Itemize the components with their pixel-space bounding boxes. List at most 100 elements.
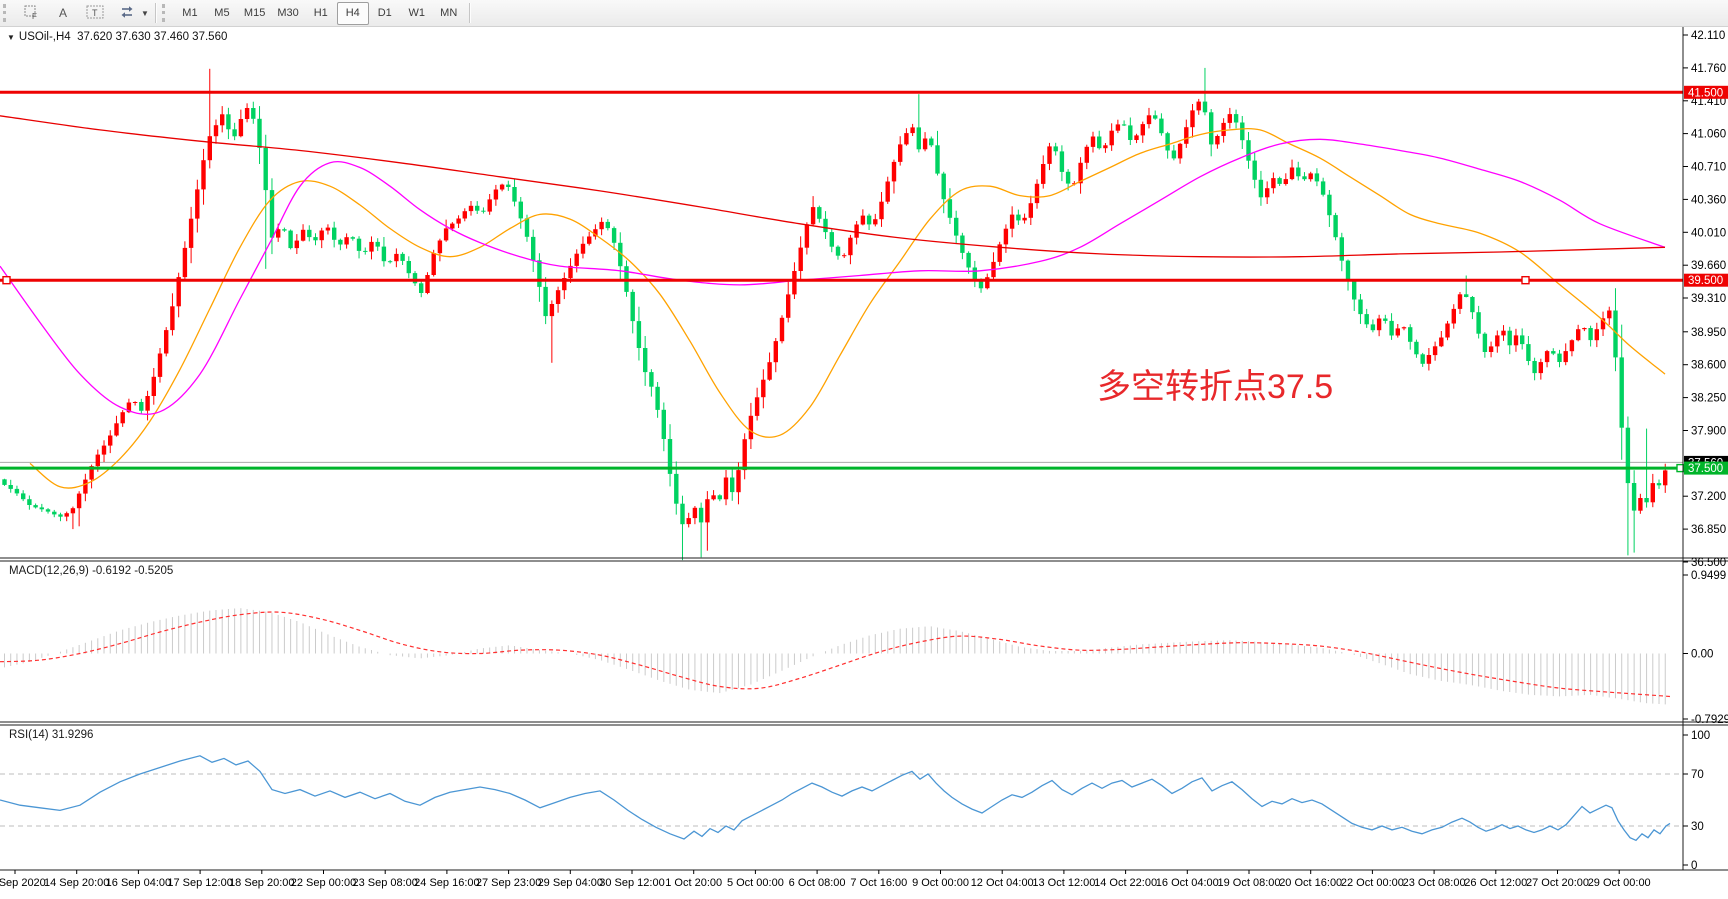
- toolbar-separator: [154, 3, 157, 23]
- chevron-down-icon[interactable]: ▼: [141, 8, 149, 18]
- price-tag-39500: 39.500: [1684, 273, 1728, 287]
- template-icon: F: [23, 4, 39, 23]
- svg-text:23 Oct 08:00: 23 Oct 08:00: [1403, 877, 1466, 889]
- chart-canvas[interactable]: 42.11041.76041.41041.06040.71040.36040.0…: [0, 27, 1728, 894]
- timeframe-h1-button[interactable]: H1: [313, 7, 328, 19]
- svg-text:36.500: 36.500: [1691, 557, 1726, 569]
- svg-text:5 Oct 00:00: 5 Oct 00:00: [727, 877, 784, 889]
- svg-text:37.500: 37.500: [1688, 463, 1723, 475]
- svg-text:39.310: 39.310: [1691, 293, 1726, 305]
- chart-area[interactable]: ▼ USOil-,H4 37.620 37.630 37.460 37.560 M…: [0, 27, 1728, 894]
- rsi-indicator-label: RSI(14) 31.9296: [9, 729, 94, 741]
- svg-text:24 Sep 16:00: 24 Sep 16:00: [414, 877, 479, 889]
- symbol-ohlc-values: 37.620 37.630 37.460 37.560: [77, 31, 228, 43]
- label-tool-button[interactable]: T: [79, 2, 111, 25]
- ma-slow-line: [0, 115, 1666, 258]
- svg-text:40.710: 40.710: [1691, 162, 1726, 174]
- svg-text:30 Sep 12:00: 30 Sep 12:00: [599, 877, 664, 889]
- svg-text:41.060: 41.060: [1691, 129, 1726, 141]
- svg-text:27 Oct 20:00: 27 Oct 20:00: [1526, 877, 1589, 889]
- svg-text:100: 100: [1691, 730, 1710, 742]
- timeframe-m1-button[interactable]: M1: [182, 7, 198, 19]
- macd-signal-line: [0, 611, 1671, 698]
- macd-pane: [0, 608, 1671, 705]
- timeframe-mn-button[interactable]: MN: [440, 7, 458, 19]
- svg-text:26 Oct 12:00: 26 Oct 12:00: [1464, 877, 1527, 889]
- symbol-name: USOil-,H4: [18, 31, 71, 43]
- timeframe-d1-button[interactable]: D1: [377, 7, 392, 19]
- template-button[interactable]: F: [15, 2, 47, 25]
- svg-text:41.760: 41.760: [1691, 63, 1726, 75]
- price-tag-37500: 37.500: [1684, 461, 1728, 475]
- swap-arrows-icon: [118, 4, 136, 23]
- svg-text:38.250: 38.250: [1691, 393, 1726, 405]
- collapse-triangle-icon[interactable]: ▼: [7, 33, 15, 42]
- svg-text:23 Sep 08:00: 23 Sep 08:00: [352, 877, 417, 889]
- svg-text:36.850: 36.850: [1691, 524, 1726, 536]
- price-tag-41500: 41.500: [1684, 85, 1728, 99]
- svg-text:14 Oct 22:00: 14 Oct 22:00: [1094, 877, 1157, 889]
- timeframe-h4-button[interactable]: H4: [336, 1, 369, 25]
- svg-text:38.600: 38.600: [1691, 360, 1726, 372]
- svg-text:7 Oct 16:00: 7 Oct 16:00: [850, 877, 907, 889]
- svg-text:37.900: 37.900: [1691, 426, 1726, 438]
- svg-text:29 Oct 00:00: 29 Oct 00:00: [1588, 877, 1651, 889]
- ma-fast-line: [29, 127, 1666, 489]
- svg-text:41.500: 41.500: [1688, 87, 1723, 99]
- svg-text:16 Sep 04:00: 16 Sep 04:00: [106, 877, 171, 889]
- svg-text:6 Oct 08:00: 6 Oct 08:00: [789, 877, 846, 889]
- pane-borders: [0, 27, 1728, 871]
- line-handle-marker: [2, 275, 11, 285]
- svg-text:14 Sep 20:00: 14 Sep 20:00: [44, 877, 109, 889]
- text-tool-button[interactable]: A: [47, 2, 79, 25]
- svg-text:20 Oct 16:00: 20 Oct 16:00: [1279, 877, 1342, 889]
- svg-text:11 Sep 2020: 11 Sep 2020: [0, 877, 46, 889]
- svg-text:40.360: 40.360: [1691, 194, 1726, 206]
- label-tool-icon: T: [85, 4, 105, 23]
- chart-text-annotation[interactable]: 多空转折点37.5: [1097, 368, 1334, 406]
- svg-text:37.200: 37.200: [1691, 491, 1726, 503]
- svg-text:40.010: 40.010: [1691, 227, 1726, 239]
- svg-text:17 Sep 12:00: 17 Sep 12:00: [167, 877, 232, 889]
- svg-text:42.110: 42.110: [1691, 30, 1725, 42]
- toolbar-drag-handle-2[interactable]: [161, 4, 170, 22]
- svg-text:0.00: 0.00: [1691, 649, 1713, 661]
- timeframe-w1-button[interactable]: W1: [408, 7, 425, 19]
- rsi-pane: [0, 755, 1683, 842]
- line-handle-marker: [1521, 275, 1530, 285]
- candlestick-series: [2, 67, 1668, 561]
- text-tool-icon: A: [58, 6, 67, 20]
- arrange-button[interactable]: [111, 2, 143, 25]
- timeframe-m5-button[interactable]: M5: [214, 7, 230, 19]
- price-axis: 42.11041.76041.41041.06040.71040.36040.0…: [1683, 30, 1728, 872]
- svg-text:19 Oct 08:00: 19 Oct 08:00: [1218, 877, 1281, 889]
- rsi-line: [0, 755, 1671, 842]
- timeframe-m15-button[interactable]: M15: [243, 7, 266, 19]
- svg-text:12 Oct 04:00: 12 Oct 04:00: [971, 877, 1034, 889]
- svg-text:39.500: 39.500: [1688, 275, 1723, 287]
- svg-text:30: 30: [1691, 821, 1704, 833]
- symbol-info-line[interactable]: ▼ USOil-,H4 37.620 37.630 37.460 37.560: [7, 31, 227, 43]
- svg-text:70: 70: [1691, 769, 1704, 781]
- label-icon-letter: T: [92, 8, 98, 18]
- horizontal-line-39.500[interactable]: [0, 275, 1683, 285]
- svg-text:39.660: 39.660: [1691, 260, 1726, 272]
- timeframe-m30-button[interactable]: M30: [277, 7, 299, 19]
- ma-mid-line: [0, 138, 1666, 415]
- svg-text:27 Sep 23:00: 27 Sep 23:00: [476, 877, 541, 889]
- svg-text:18 Sep 20:00: 18 Sep 20:00: [229, 877, 294, 889]
- toolbar-drag-handle[interactable]: [3, 4, 11, 22]
- svg-text:0.9499: 0.9499: [1691, 570, 1726, 582]
- svg-text:38.950: 38.950: [1691, 327, 1726, 339]
- horizontal-line-37.500[interactable]: [0, 463, 1685, 473]
- macd-indicator-label: MACD(12,26,9) -0.6192 -0.5205: [9, 565, 174, 577]
- svg-text:1 Oct 20:00: 1 Oct 20:00: [665, 877, 722, 889]
- template-icon-letter: F: [32, 12, 37, 20]
- svg-text:9 Oct 00:00: 9 Oct 00:00: [912, 877, 969, 889]
- toolbar-separator-2: [468, 3, 471, 23]
- svg-text:16 Oct 04:00: 16 Oct 04:00: [1156, 877, 1219, 889]
- svg-text:29 Sep 04:00: 29 Sep 04:00: [538, 877, 603, 889]
- toolbar: F A T ▼ M1 M5 M15 M30 H1 H4 D1 W1: [0, 0, 1728, 27]
- svg-text:22 Sep 00:00: 22 Sep 00:00: [291, 877, 356, 889]
